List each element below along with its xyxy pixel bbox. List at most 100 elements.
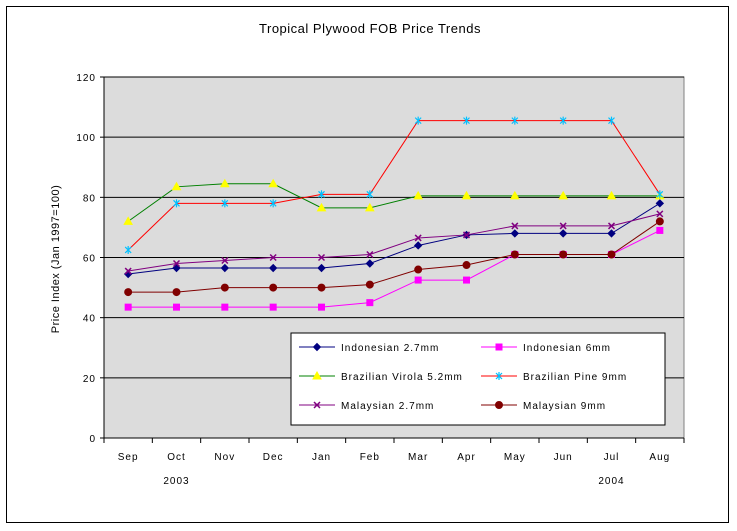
y-tick-label-0: 0 bbox=[89, 434, 96, 445]
point-brazilian-pine-9mm-oct bbox=[173, 199, 180, 208]
point-indonesian-6mm-nov bbox=[221, 303, 229, 311]
x-tick-label-mar: Mar bbox=[408, 452, 428, 463]
series-line-malaysian-9mm bbox=[128, 220, 661, 293]
y-tick-label-80: 80 bbox=[83, 193, 96, 204]
point-malaysian-2-7mm-sep bbox=[124, 267, 132, 275]
legend-label-brazilian-virola-5-2mm: Brazilian Virola 5.2mm bbox=[341, 372, 463, 383]
point-brazilian-virola-5-2mm-jul bbox=[606, 190, 617, 200]
legend-marker-brazilian-virola-5-2mm bbox=[312, 370, 322, 380]
point-brazilian-pine-9mm-may bbox=[511, 116, 519, 125]
point-malaysian-9mm-jul bbox=[607, 250, 616, 259]
x-tick-label-dec: Dec bbox=[263, 452, 284, 463]
point-malaysian-2-7mm-may-b bbox=[511, 222, 519, 230]
point-malaysian-2-7mm-mar bbox=[414, 234, 422, 242]
legend-label-indonesian-2-7mm: Indonesian 2.7mm bbox=[341, 343, 439, 354]
point-malaysian-2-7mm-jun bbox=[559, 222, 567, 230]
point-malaysian-9mm-jun bbox=[559, 250, 568, 259]
point-indonesian-6mm-mar bbox=[414, 276, 422, 284]
point-malaysian-2-7mm-jan-b bbox=[317, 253, 326, 262]
point-indonesian-6mm-sep bbox=[124, 303, 132, 311]
point-indonesian-6mm-aug bbox=[656, 226, 664, 234]
y-tick-label-40: 40 bbox=[83, 314, 96, 325]
point-indonesian-2-7mm-may bbox=[510, 229, 520, 238]
legend-label-malaysian-2-7mm: Malaysian 2.7mm bbox=[341, 401, 434, 412]
legend-marker-malaysian-9mm bbox=[495, 401, 503, 409]
point-malaysian-2-7mm-jul-b bbox=[607, 222, 616, 230]
legend-marker-malaysian-2-7mm bbox=[313, 401, 321, 409]
point-malaysian-9mm-aug bbox=[655, 217, 664, 226]
chart-title: Tropical Plywood FOB Price Trends bbox=[259, 21, 481, 36]
point-malaysian-9mm-nov bbox=[220, 283, 229, 292]
point-indonesian-6mm-jan bbox=[318, 303, 325, 311]
point-malaysian-2-7mm-feb-b bbox=[366, 250, 374, 259]
point-brazilian-pine-9mm-jul bbox=[608, 116, 615, 125]
legend-box bbox=[290, 332, 666, 426]
series-line-brazilian-pine-9mm bbox=[127, 120, 661, 251]
point-malaysian-9mm-oct bbox=[172, 288, 181, 297]
series-brazilian-pine-9mm bbox=[124, 116, 664, 254]
x-tick-label-jul: Jul bbox=[604, 452, 620, 463]
legend-marker-indonesian-2-7mm bbox=[312, 342, 322, 352]
point-brazilian-pine-9mm-apr bbox=[463, 116, 470, 125]
point-indonesian-2-7mm-dec bbox=[268, 263, 278, 273]
point-malaysian-2-7mm-oct-b bbox=[172, 259, 181, 268]
x-tick-label-aug: Aug bbox=[649, 452, 670, 463]
series-brazilian-virola-5-2mm bbox=[123, 178, 665, 225]
x-tick-label-apr: Apr bbox=[457, 452, 476, 463]
legend-marker-malaysian-2-7mm-b bbox=[313, 401, 321, 409]
legend-label-indonesian-6mm: Indonesian 6mm bbox=[523, 343, 611, 354]
point-brazilian-virola-5-2mm-jan bbox=[316, 202, 327, 212]
point-malaysian-2-7mm-aug bbox=[656, 210, 664, 218]
point-malaysian-2-7mm-jan bbox=[317, 253, 326, 262]
point-brazilian-virola-5-2mm-sep bbox=[123, 216, 134, 225]
legend-marker-brazilian-pine-9mm bbox=[495, 372, 503, 380]
series-malaysian-9mm bbox=[124, 217, 664, 297]
point-brazilian-virola-5-2mm-jun bbox=[558, 190, 569, 200]
x-tick-label-jan: Jan bbox=[312, 452, 331, 463]
x-tick-label-nov: Nov bbox=[214, 452, 235, 463]
point-indonesian-6mm-oct bbox=[173, 303, 180, 311]
point-malaysian-2-7mm-dec bbox=[269, 253, 277, 262]
point-malaysian-9mm-apr bbox=[462, 261, 471, 270]
point-malaysian-9mm-jan bbox=[317, 283, 326, 292]
point-brazilian-virola-5-2mm-may bbox=[509, 190, 520, 200]
series-line-indonesian-2-7mm bbox=[128, 202, 661, 275]
point-malaysian-9mm-may bbox=[510, 250, 519, 259]
point-brazilian-pine-9mm-aug bbox=[656, 190, 664, 199]
y-axis-label: Price Index (Jan 1997=100) bbox=[50, 185, 62, 333]
point-brazilian-virola-5-2mm-dec bbox=[268, 178, 279, 188]
point-malaysian-2-7mm-aug-b bbox=[656, 210, 664, 218]
point-malaysian-2-7mm-mar-b bbox=[414, 234, 422, 242]
point-brazilian-virola-5-2mm-oct bbox=[171, 181, 182, 191]
point-malaysian-9mm-sep bbox=[124, 288, 133, 297]
legend-marker-indonesian-6mm bbox=[495, 343, 503, 351]
point-malaysian-2-7mm-sep-b bbox=[124, 267, 132, 275]
x-tick-label-may: May bbox=[504, 452, 526, 463]
point-brazilian-pine-9mm-dec bbox=[269, 199, 277, 208]
point-malaysian-2-7mm-nov-b bbox=[221, 256, 229, 265]
x-tick-label-feb: Feb bbox=[360, 452, 380, 463]
point-brazilian-pine-9mm-nov bbox=[221, 199, 229, 208]
point-brazilian-pine-9mm-mar bbox=[414, 116, 422, 125]
point-brazilian-virola-5-2mm-apr bbox=[461, 190, 472, 200]
legend: Indonesian 2.7mm Indonesian 6mm Brazilian … bbox=[290, 332, 666, 426]
point-brazilian-virola-5-2mm-nov bbox=[219, 178, 230, 188]
series-malaysian-2-7mm bbox=[124, 210, 664, 275]
series-line-brazilian-virola-5-2mm bbox=[127, 183, 660, 222]
point-indonesian-2-7mm-jun bbox=[558, 229, 568, 238]
point-indonesian-2-7mm-aug bbox=[655, 199, 665, 208]
series-line-malaysian-2-7mm bbox=[128, 213, 660, 272]
legend-label-brazilian-pine-9mm: Brazilian Pine 9mm bbox=[523, 372, 627, 383]
point-indonesian-6mm-apr bbox=[463, 276, 470, 284]
y-tick-label-60: 60 bbox=[83, 254, 96, 265]
point-indonesian-2-7mm-nov bbox=[220, 263, 230, 273]
point-malaysian-2-7mm-may bbox=[511, 222, 519, 230]
point-malaysian-9mm-mar bbox=[414, 265, 423, 274]
point-malaysian-2-7mm-dec-b bbox=[269, 253, 277, 262]
legend-label-malaysian-9mm: Malaysian 9mm bbox=[523, 401, 606, 412]
x-tick-label-jun: Jun bbox=[554, 452, 573, 463]
point-malaysian-2-7mm-oct bbox=[172, 259, 181, 268]
point-indonesian-2-7mm-feb bbox=[365, 259, 375, 268]
point-indonesian-2-7mm-mar bbox=[413, 241, 423, 250]
y-tick-label-120: 120 bbox=[76, 73, 96, 84]
